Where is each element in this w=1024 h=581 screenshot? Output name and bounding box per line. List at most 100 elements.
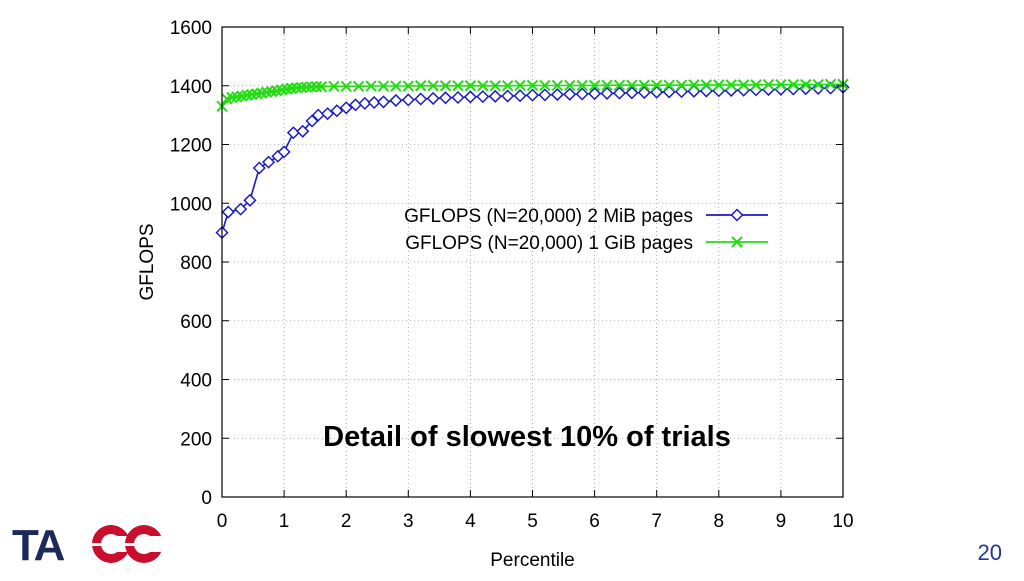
- data-point: [414, 92, 428, 106]
- y-tick-label: 200: [180, 429, 212, 450]
- data-point: [330, 104, 344, 118]
- tacc-logo: TA: [12, 521, 163, 571]
- x-tick-label: 3: [403, 511, 414, 532]
- data-point: [243, 193, 257, 207]
- svg-text:TA: TA: [12, 522, 65, 566]
- data-point: [321, 107, 335, 121]
- data-point: [234, 202, 248, 216]
- y-axis-label: GFLOPS: [137, 223, 158, 300]
- legend-label: GFLOPS (N=20,000) 1 GiB pages: [405, 233, 693, 254]
- data-point: [539, 79, 551, 92]
- x-tick-label: 5: [527, 511, 538, 532]
- data-point: [725, 79, 737, 91]
- x-tick-label: 6: [589, 511, 600, 532]
- data-point: [737, 83, 751, 97]
- series-2: [216, 78, 849, 113]
- data-point: [315, 80, 328, 93]
- data-point: [513, 89, 527, 103]
- data-point: [389, 93, 403, 107]
- data-point: [221, 205, 235, 219]
- data-point: [452, 80, 464, 92]
- x-tick-label: 9: [776, 511, 787, 532]
- data-point: [489, 80, 501, 92]
- data-point: [675, 79, 688, 91]
- data-point: [824, 81, 838, 95]
- data-point: [451, 90, 465, 105]
- data-point: [787, 78, 800, 91]
- data-point: [564, 79, 576, 92]
- data-point: [588, 87, 602, 101]
- data-point: [377, 80, 390, 92]
- data-point: [700, 79, 713, 91]
- x-tick-label: 10: [832, 511, 853, 532]
- data-point: [365, 80, 377, 92]
- x-tick-label: 2: [341, 511, 352, 532]
- data-point: [488, 89, 502, 103]
- data-point: [376, 95, 391, 109]
- data-point: [252, 161, 266, 175]
- data-point: [638, 79, 650, 91]
- y-tick-label: 0: [201, 488, 212, 509]
- x-tick-label: 1: [279, 511, 290, 532]
- data-point: [626, 79, 638, 91]
- data-point: [588, 79, 601, 92]
- data-point: [463, 90, 477, 104]
- data-point: [476, 90, 490, 104]
- data-point: [713, 79, 725, 91]
- y-tick-label: 800: [180, 253, 212, 274]
- x-tick-label: 8: [714, 511, 725, 532]
- data-point: [775, 78, 787, 91]
- data-point: [390, 80, 402, 92]
- x-tick-label: 4: [465, 511, 476, 532]
- data-point: [612, 86, 627, 100]
- data-point: [550, 88, 564, 102]
- data-point: [600, 86, 614, 100]
- legend-marker: [731, 236, 743, 248]
- data-point: [811, 81, 825, 95]
- data-point: [663, 79, 675, 91]
- data-point: [601, 79, 613, 91]
- y-tick-label: 400: [180, 371, 212, 392]
- data-point: [737, 79, 750, 91]
- data-point: [477, 80, 489, 92]
- legend: GFLOPS (N=20,000) 2 MiB pages GFLOPS (N=2…: [404, 206, 768, 254]
- data-point: [438, 91, 453, 105]
- data-point: [296, 124, 310, 138]
- data-point: [650, 85, 664, 99]
- y-tick-label: 1600: [170, 18, 212, 39]
- data-point: [824, 78, 837, 90]
- data-point: [328, 80, 340, 93]
- y-tick-label: 600: [180, 312, 212, 333]
- x-axis-label: Percentile: [490, 550, 575, 571]
- data-point: [525, 88, 540, 102]
- y-tick-label: 1200: [170, 136, 212, 157]
- data-point: [426, 91, 440, 105]
- data-point: [310, 80, 323, 93]
- data-point: [352, 80, 365, 93]
- data-point: [637, 85, 651, 100]
- data-point: [625, 86, 639, 100]
- data-point: [501, 89, 515, 103]
- chart-annotation: Detail of slowest 10% of trials: [323, 421, 731, 453]
- legend-marker: [730, 208, 744, 222]
- data-point: [439, 80, 452, 92]
- data-point: [650, 79, 663, 91]
- data-point: [526, 79, 539, 92]
- page-number: 20: [977, 540, 1002, 565]
- series-layer: [215, 78, 850, 240]
- data-point: [501, 80, 514, 92]
- data-point: [812, 78, 824, 91]
- data-point: [688, 79, 700, 91]
- data-point: [762, 78, 775, 91]
- data-point: [427, 80, 439, 92]
- y-tick-label: 1400: [170, 77, 212, 98]
- data-point: [724, 83, 738, 98]
- data-point: [340, 80, 352, 93]
- data-point: [277, 145, 291, 159]
- data-point: [401, 93, 415, 107]
- data-point: [576, 79, 588, 92]
- y-tick-label: 1000: [170, 194, 212, 215]
- data-point: [305, 114, 319, 128]
